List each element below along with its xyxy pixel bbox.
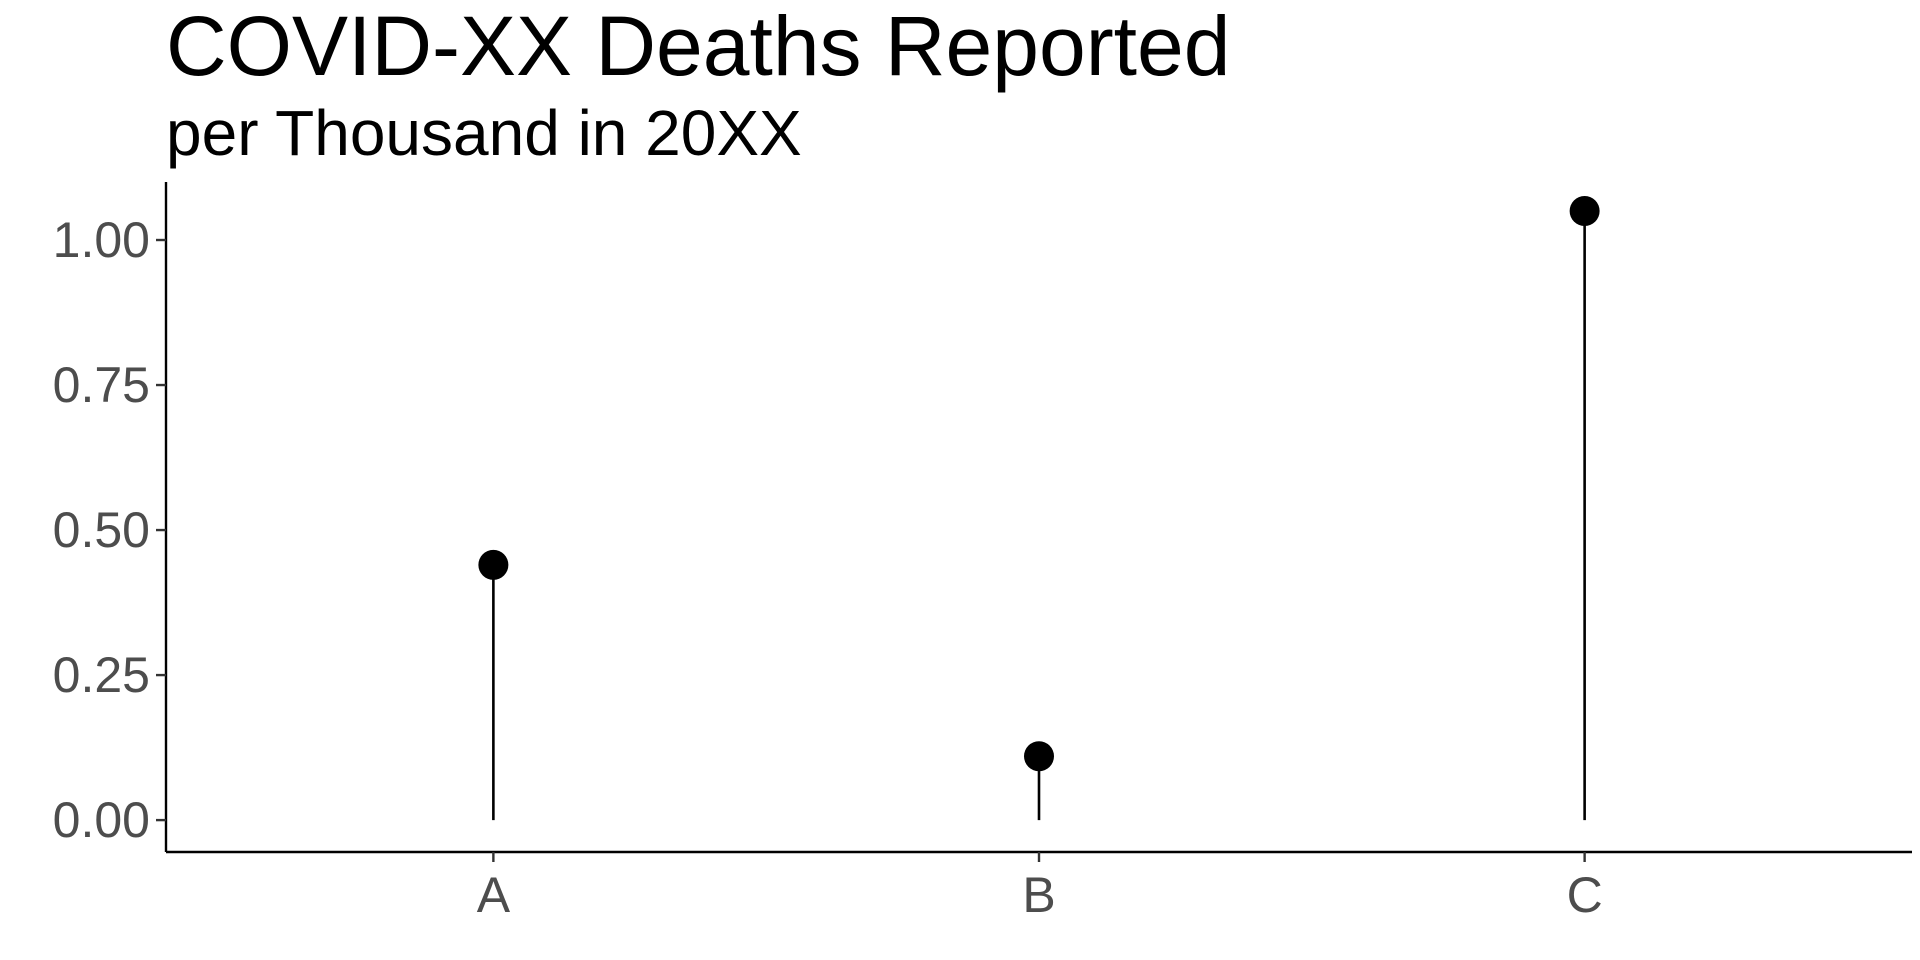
y-tick-label: 0.25 — [53, 647, 150, 703]
y-tick-label: 0.50 — [53, 502, 150, 558]
lollipop-point — [1024, 741, 1054, 772]
x-tick-label: A — [477, 867, 511, 923]
chart-title: COVID-XX Deaths Reported — [166, 0, 1230, 93]
y-tick-label: 0.75 — [53, 357, 150, 413]
y-tick-label: 0.00 — [53, 792, 150, 848]
y-axis-ticks: 0.00 0.25 0.50 0.75 1.00 — [53, 212, 166, 848]
points-group — [478, 196, 1600, 772]
stems-group — [492, 211, 1586, 821]
chart-subtitle: per Thousand in 20XX — [166, 97, 802, 169]
x-axis-ticks: A B C — [477, 852, 1603, 923]
lollipop-point — [1569, 196, 1600, 227]
lollipop-point — [478, 549, 509, 580]
x-tick-label: C — [1567, 867, 1603, 923]
x-tick-label: B — [1022, 867, 1055, 923]
y-tick-label: 1.00 — [53, 212, 150, 268]
